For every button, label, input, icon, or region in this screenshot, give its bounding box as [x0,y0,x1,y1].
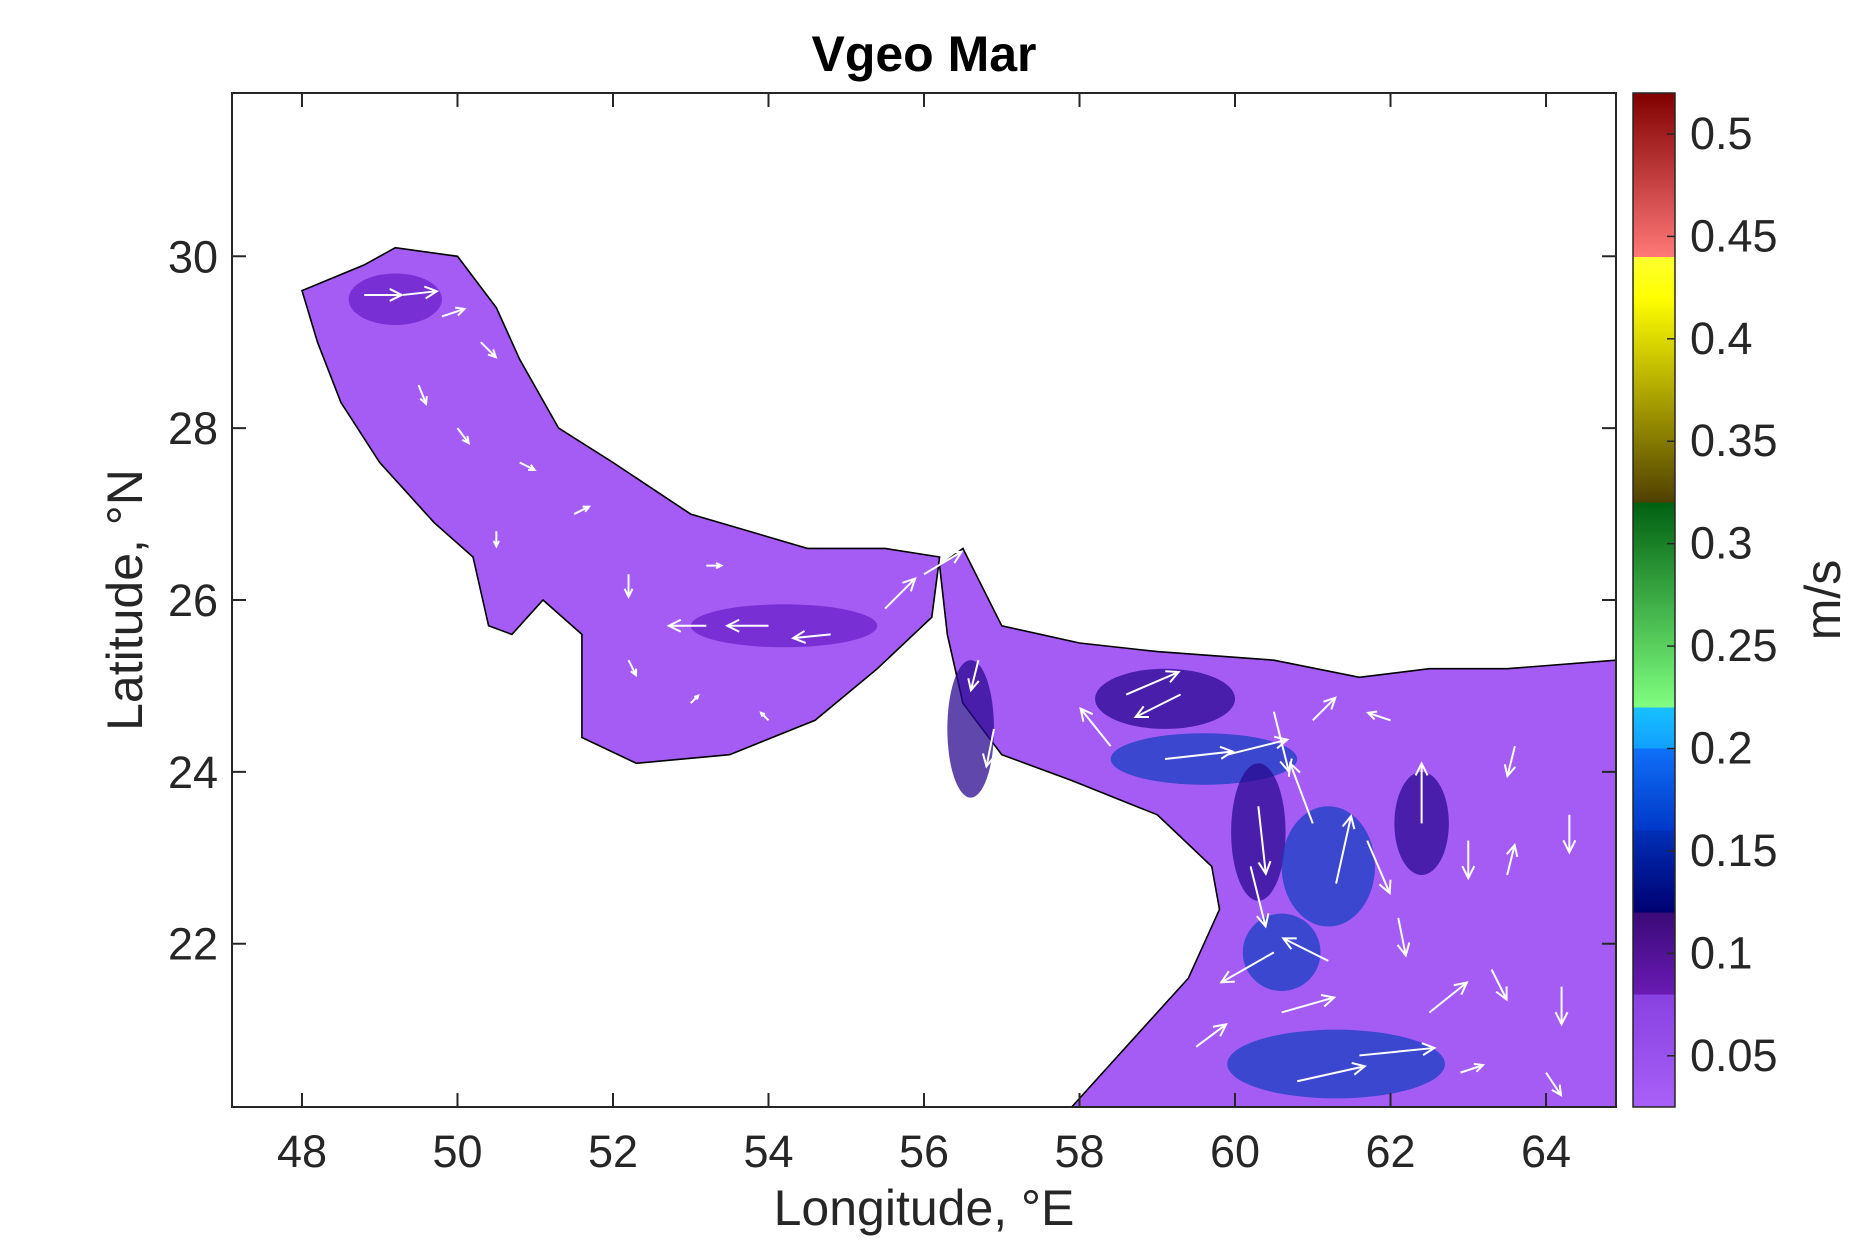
hotspot-9 [690,604,878,648]
x-tick-label: 60 [1210,1126,1260,1177]
vector-arrow-24 [1079,706,1112,747]
hotspot-4 [1281,806,1375,927]
colorbar-ticks: 0.05 0.1 0.15 0.2 0.25 0.3 0.35 0.4 0.45 0.5 [1667,108,1778,1081]
colorbar-tick-label: 0.5 [1690,108,1753,159]
vector-arrow-29 [1249,866,1270,929]
colorbar: 0.05 0.1 0.15 0.2 0.25 0.3 0.35 0.4 0.45 0.5 m/s [1632,92,1851,1108]
vector-arrow-42 [1359,1042,1437,1057]
vector-arrow-20 [967,659,980,693]
y-tick-label: 30 [168,231,218,282]
vector-arrow-38 [1312,696,1337,722]
vector-arrow-39 [1219,951,1275,984]
x-tick-label: 50 [432,1126,482,1177]
vector-arrow-26 [1226,735,1290,756]
vector-arrow-3 [441,306,467,318]
vector-arrow-12 [706,562,724,570]
vector-arrow-28 [1257,806,1272,876]
x-axis-label: Longitude, °E [774,1180,1075,1236]
vector-arrow-14 [725,618,769,633]
hotspot-10 [947,660,994,798]
vector-arrow-50 [1506,842,1519,876]
vector-arrow-46 [1554,986,1569,1027]
vector-arrow-7 [519,461,537,472]
colorbar-tick-label: 0.35 [1690,415,1778,466]
vector-arrow-37 [1365,710,1391,722]
vector-arrow-1 [364,288,404,302]
x-tick-label: 48 [277,1126,327,1177]
vector-arrow-43 [1296,1061,1367,1083]
vector-arrow-47 [1460,1062,1486,1074]
vector-arrow-44 [1428,981,1469,1014]
y-tick-label: 26 [168,575,218,626]
hotspot-6 [1242,913,1321,991]
vector-arrow-33 [1414,761,1429,824]
x-tick-label: 64 [1521,1126,1571,1177]
chart-title: Vgeo Mar [811,26,1036,82]
vector-arrow-21 [981,728,996,769]
coastline-2 [938,547,1616,1107]
vector-arrow-32 [1366,840,1392,896]
colorbar-tick-label: 0.05 [1690,1030,1778,1081]
colorbar-tick-label: 0.15 [1690,825,1778,876]
velocity-vectors [364,285,1577,1097]
y-axis-label: Latitude, °N [97,469,153,731]
vector-arrow-35 [1503,745,1517,779]
x-tick-label: 62 [1365,1126,1415,1177]
x-tick-label: 56 [899,1126,949,1177]
colorbar-tick-label: 0.4 [1690,313,1753,364]
coastline-1 [301,246,941,765]
vector-arrow-11 [627,659,638,678]
vector-arrow-41 [1281,994,1337,1014]
x-tick-label: 58 [1054,1126,1104,1177]
vector-arrow-22 [1125,670,1181,696]
vector-arrow-31 [1335,813,1356,884]
vector-arrow-6 [456,427,471,445]
colorbar-tick-label: 0.2 [1690,723,1753,774]
vector-arrow-51 [1396,917,1411,958]
vector-arrow-18 [690,694,700,704]
vector-arrow-40 [1281,937,1329,962]
vector-arrow-17 [923,550,964,576]
y-axis-ticks: 22 24 26 28 30 [168,231,1616,970]
vector-arrow-45 [1490,969,1508,1002]
vector-arrow-4 [480,341,498,359]
colorbar-tick-label: 0.3 [1690,518,1753,569]
colorbar-scale [1632,92,1676,1108]
vector-arrow-16 [884,577,917,610]
plot-area: 48 50 52 54 56 58 60 62 64 22 24 26 28 30 [168,92,1617,1177]
vector-arrow-36 [1562,814,1577,855]
y-tick-label: 22 [168,919,218,970]
vector-arrow-34 [1461,840,1476,881]
x-tick-label: 54 [743,1126,793,1177]
colorbar-tick-label: 0.25 [1690,620,1778,671]
vector-arrow-49 [1195,1023,1228,1048]
vector-arrow-15 [790,630,831,644]
vector-arrow-13 [666,618,707,633]
vector-arrow-2 [402,285,440,300]
vector-arrow-9 [492,531,500,549]
vector-arrow-23 [1133,693,1182,719]
y-tick-label: 28 [168,403,218,454]
x-axis-ticks: 48 50 52 54 56 58 60 62 64 [277,93,1571,1177]
vector-arrow-5 [417,384,428,406]
colorbar-tick-label: 0.1 [1690,927,1753,978]
hotspot-1 [1095,668,1236,729]
vector-arrow-25 [1164,745,1235,760]
hotspot-3 [1231,763,1286,901]
vector-arrow-48 [1545,1072,1563,1097]
y-tick-label: 24 [168,747,218,798]
colorbar-label: m/s [1795,560,1851,641]
vector-arrow-30 [1287,761,1314,824]
x-tick-label: 52 [588,1126,638,1177]
hotspot-7 [1227,1029,1445,1099]
vector-arrow-19 [759,711,770,722]
vector-arrow-10 [623,574,634,599]
vector-arrow-8 [573,505,592,515]
colorbar-tick-label: 0.45 [1690,210,1778,261]
